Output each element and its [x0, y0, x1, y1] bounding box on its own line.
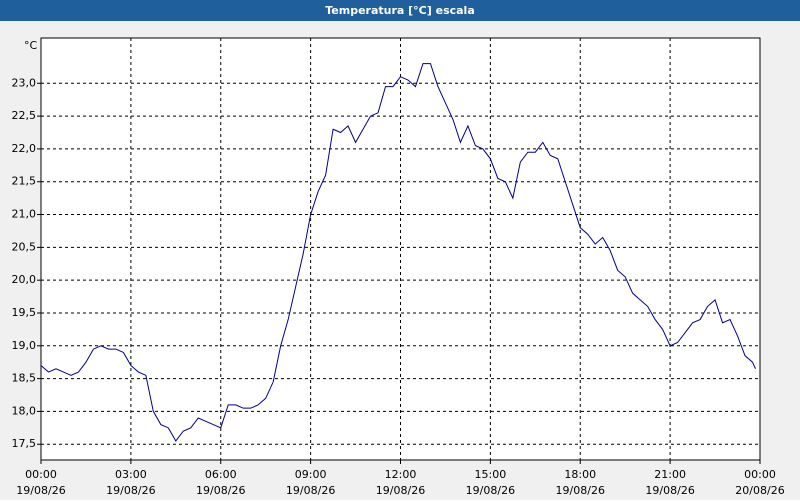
y-tick-label: 19,0 — [12, 339, 37, 352]
x-tick-label: 21:00 — [654, 468, 686, 481]
data-line — [40, 63, 756, 442]
y-axis-label: °C — [24, 39, 38, 52]
y-tick-label: 20,5 — [12, 240, 37, 253]
title-bar — [0, 0, 800, 21]
x-tick-date: 19/08/26 — [196, 484, 245, 497]
x-tick-label: 00:00 — [25, 468, 57, 481]
y-tick-label: 23,0 — [12, 76, 37, 89]
y-tick-label: 21,5 — [12, 175, 37, 188]
y-tick-label: 22,0 — [12, 142, 37, 155]
x-tick-label: 03:00 — [115, 468, 147, 481]
x-tick-label: 18:00 — [564, 468, 596, 481]
x-tick-date: 20/08/26 — [735, 484, 784, 497]
y-tick-label: 22,5 — [12, 109, 37, 122]
y-tick-label: 21,0 — [12, 208, 37, 221]
y-tick-label: 20,0 — [12, 273, 37, 286]
x-tick-label: 12:00 — [385, 468, 417, 481]
y-tick-label: 17,5 — [12, 437, 37, 450]
x-tick-date: 19/08/26 — [106, 484, 155, 497]
x-tick-label: 09:00 — [295, 468, 327, 481]
x-tick-label: 06:00 — [205, 468, 237, 481]
x-tick-date: 19/08/26 — [645, 484, 694, 497]
chart-title: Temperatura [°C] escala — [325, 4, 475, 17]
y-tick-label: 19,5 — [12, 306, 37, 319]
x-tick-date: 19/08/26 — [466, 484, 515, 497]
x-tick-label: 15:00 — [475, 468, 507, 481]
y-tick-label: 18,0 — [12, 404, 37, 417]
x-tick-date: 19/08/26 — [556, 484, 605, 497]
x-tick-label: 00:00 — [744, 468, 776, 481]
x-tick-date: 19/08/26 — [16, 484, 65, 497]
x-tick-date: 19/08/26 — [286, 484, 335, 497]
x-tick-date: 19/08/26 — [376, 484, 425, 497]
y-tick-label: 18,5 — [12, 372, 37, 385]
